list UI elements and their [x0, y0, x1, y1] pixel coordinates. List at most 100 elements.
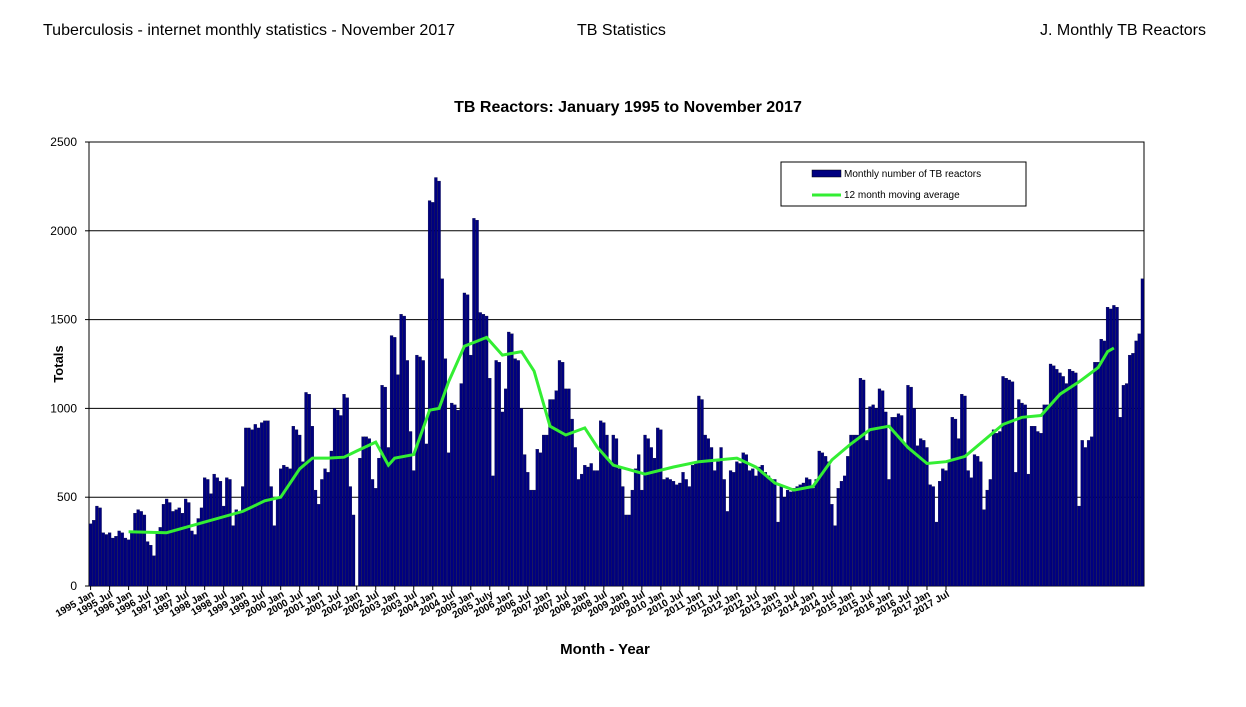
bar [979, 461, 983, 587]
bar [120, 532, 124, 587]
bar [1124, 383, 1129, 587]
bar [418, 356, 422, 587]
bar [1096, 362, 1100, 587]
bar [155, 532, 159, 587]
bar [811, 488, 815, 587]
y-tick-label: 0 [70, 579, 77, 593]
bar [313, 489, 318, 587]
bar [947, 461, 951, 587]
chart-title: TB Reactors: January 1995 to November 20… [454, 99, 802, 116]
bar [804, 477, 809, 587]
bar [649, 447, 653, 587]
bar [1109, 308, 1113, 587]
bar [782, 497, 787, 587]
bar [161, 504, 166, 587]
bar [215, 477, 219, 587]
bar [402, 315, 406, 587]
bar [231, 525, 235, 587]
bar [203, 477, 207, 587]
legend: Monthly number of TB reactors 12 month m… [780, 161, 1027, 207]
bar [697, 395, 701, 587]
bar [703, 434, 707, 587]
bar [1048, 363, 1053, 587]
y-tick-label: 1000 [50, 401, 77, 415]
bar [694, 461, 698, 587]
bar [380, 385, 384, 587]
bar [665, 477, 669, 587]
bar [554, 390, 558, 587]
bar [145, 541, 150, 587]
bar [823, 456, 828, 587]
moving-average-line [128, 335, 1115, 535]
bar [618, 468, 622, 587]
bar [858, 378, 863, 587]
y-tick-label: 1500 [50, 313, 77, 327]
bar [209, 493, 213, 587]
bar [212, 473, 216, 587]
bar [383, 386, 387, 587]
bar [500, 411, 505, 587]
bar [450, 402, 454, 587]
bar [538, 452, 543, 587]
bar [684, 479, 688, 587]
bar [576, 479, 581, 587]
bar [608, 461, 612, 587]
bar [675, 484, 679, 587]
bar [906, 385, 910, 587]
bar [266, 420, 270, 587]
bar [405, 360, 410, 587]
bar [421, 360, 425, 587]
bar [646, 438, 650, 587]
bar [919, 438, 923, 587]
bar [237, 513, 242, 587]
bar [1099, 338, 1103, 587]
bar [288, 468, 292, 587]
bar [830, 504, 834, 587]
bar [766, 475, 771, 587]
bar [456, 410, 460, 587]
bar [218, 481, 223, 587]
bar [117, 530, 121, 587]
bar [1061, 376, 1065, 587]
bar [139, 511, 143, 587]
bar [1134, 340, 1138, 587]
bar [725, 511, 729, 587]
bar [915, 445, 920, 587]
bar [348, 486, 352, 587]
bar [516, 360, 520, 587]
bar [523, 454, 527, 587]
bar [158, 527, 162, 587]
bar [310, 426, 314, 587]
bar [367, 438, 371, 587]
y-tick-label: 2500 [50, 135, 77, 149]
bar [291, 426, 295, 587]
bar [507, 331, 511, 587]
bar [1052, 365, 1056, 587]
bar [1004, 378, 1008, 587]
bar [744, 454, 749, 587]
x-axis-label: Month - Year [560, 641, 650, 658]
bar [931, 486, 935, 587]
bar [104, 534, 109, 587]
bar [985, 489, 989, 587]
bar [481, 314, 486, 587]
bar [770, 479, 774, 587]
bar [798, 484, 802, 587]
bar [504, 388, 508, 587]
bar [865, 440, 869, 587]
legend-box [780, 161, 1027, 207]
bar [741, 452, 745, 587]
bar [630, 489, 634, 587]
bar [893, 417, 897, 587]
bar [126, 539, 131, 587]
bar [890, 417, 894, 587]
bar [1014, 472, 1018, 587]
bar [747, 470, 752, 587]
bar [374, 488, 378, 587]
bar [887, 479, 891, 587]
bar [1042, 404, 1046, 587]
bar [836, 488, 840, 587]
bar [443, 358, 448, 587]
bar [820, 452, 825, 587]
bar [326, 472, 330, 587]
